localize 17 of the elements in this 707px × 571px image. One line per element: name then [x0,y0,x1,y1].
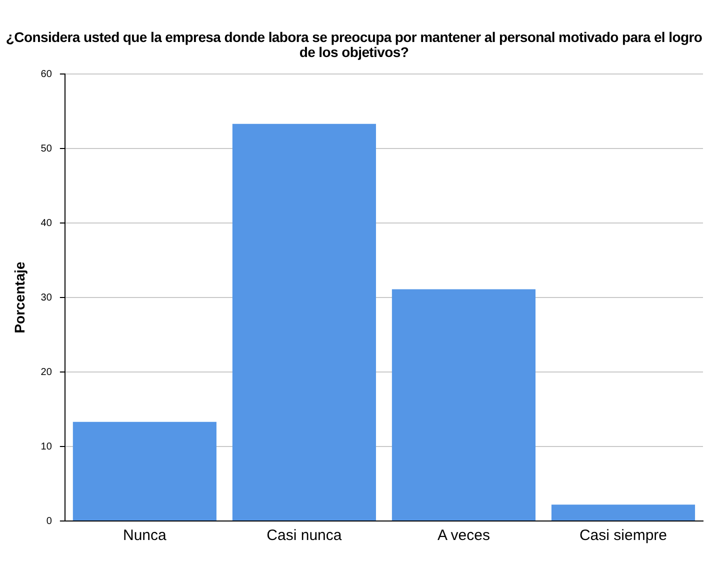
x-tick-label: Casi nunca [266,527,342,544]
y-tick-label: 60 [40,68,52,80]
y-tick-label: 40 [40,218,52,229]
y-tick-label: 10 [40,441,52,452]
y-tick-label: 0 [46,516,52,527]
y-axis-title: Porcentaje [11,261,28,334]
y-tick-label: 50 [40,143,52,154]
bar [551,504,696,520]
chart-title: ¿Considera usted que la empresa donde labora se preocupa por mantener al personal motivado para el logro de los objetivos? [4,29,704,60]
x-tick-label: Casi siempre [579,527,668,544]
y-tick-label: 20 [40,366,52,378]
bar [72,422,216,520]
bar [392,289,536,520]
y-tick-label: 30 [40,292,52,304]
x-tick-label: A veces [437,527,490,544]
bar [232,124,376,520]
x-tick-label: Nunca [123,527,168,544]
